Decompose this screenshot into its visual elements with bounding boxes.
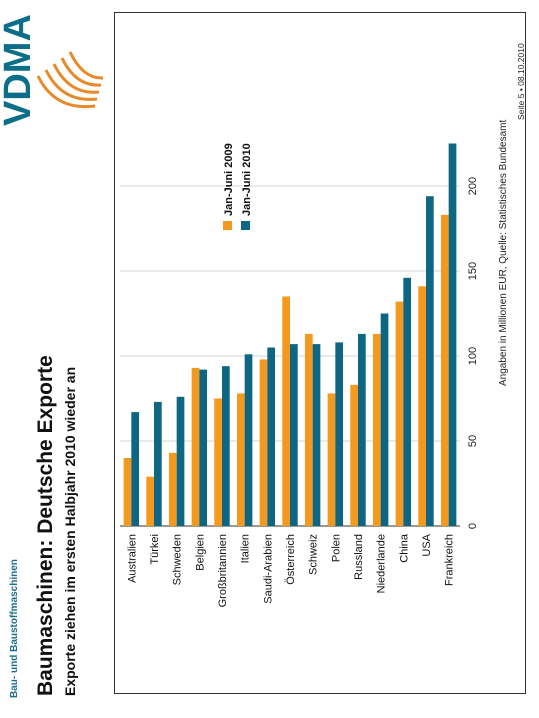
legend-swatch — [241, 221, 250, 230]
category-label: Schweiz — [308, 534, 320, 575]
bar-2010 — [448, 143, 457, 526]
legend-label: Jan-Juni 2009 — [223, 143, 235, 216]
bar-2010 — [267, 347, 276, 526]
bar-2010 — [222, 366, 230, 526]
bar-2009 — [395, 301, 404, 526]
bar-2010 — [312, 344, 321, 526]
category-label: China — [398, 533, 410, 563]
page-number: Seite 5 • 08.10.2010 — [516, 43, 526, 120]
category-label: Saudi-Arabien — [262, 534, 274, 604]
x-tick-label: 50 — [467, 435, 479, 447]
category-label: Türkei — [149, 534, 161, 565]
bar-2009 — [146, 476, 155, 526]
category-label: Polen — [330, 534, 342, 562]
category-label: Australien — [126, 534, 138, 583]
category-label: Schweden — [172, 534, 184, 585]
logo-text: VDMA — [0, 14, 39, 126]
bar-2009 — [304, 333, 313, 526]
bar-2009 — [259, 359, 268, 526]
source-note: Angaben in Millionen EUR, Quelle: Statis… — [498, 119, 509, 386]
x-tick-label: 0 — [467, 523, 479, 529]
x-tick-label: 200 — [467, 177, 479, 195]
bar-2009 — [214, 398, 223, 526]
bar-2009 — [191, 367, 200, 526]
category-label: Belgien — [194, 534, 206, 571]
bar-2009 — [236, 393, 245, 526]
bar-2009 — [168, 452, 177, 526]
x-tick-label: 100 — [467, 347, 479, 365]
bar-2010 — [290, 344, 298, 526]
bar-2010 — [131, 412, 140, 526]
bar-2010 — [380, 313, 389, 526]
vdma-logo: VDMA — [0, 0, 110, 146]
x-tick-label: 150 — [467, 262, 479, 280]
category-label: Niederlande — [376, 534, 388, 593]
bar-2010 — [199, 369, 208, 526]
bar-2009 — [440, 214, 449, 526]
bar-2009 — [327, 393, 336, 526]
bar-2009 — [418, 286, 427, 526]
bar-2010 — [426, 196, 434, 526]
bar-2009 — [372, 333, 381, 526]
bar-2010 — [176, 396, 185, 526]
bar-2010 — [244, 354, 253, 526]
bar-2010 — [154, 401, 162, 526]
category-label: Russland — [353, 534, 365, 580]
category-label: Frankreich — [444, 534, 456, 586]
bar-2009 — [123, 458, 132, 526]
bar-2009 — [350, 384, 359, 526]
category-label: USA — [421, 533, 433, 556]
legend-swatch — [223, 221, 232, 230]
category-label: Großbritannien — [217, 534, 229, 607]
bar-2010 — [335, 342, 344, 526]
bar-2009 — [282, 296, 291, 526]
category-label: Österreich — [285, 534, 297, 585]
category-label: Italien — [240, 534, 252, 563]
legend-label: Jan-Juni 2010 — [241, 143, 253, 216]
bar-2010 — [403, 277, 412, 526]
bar-2010 — [358, 333, 366, 526]
